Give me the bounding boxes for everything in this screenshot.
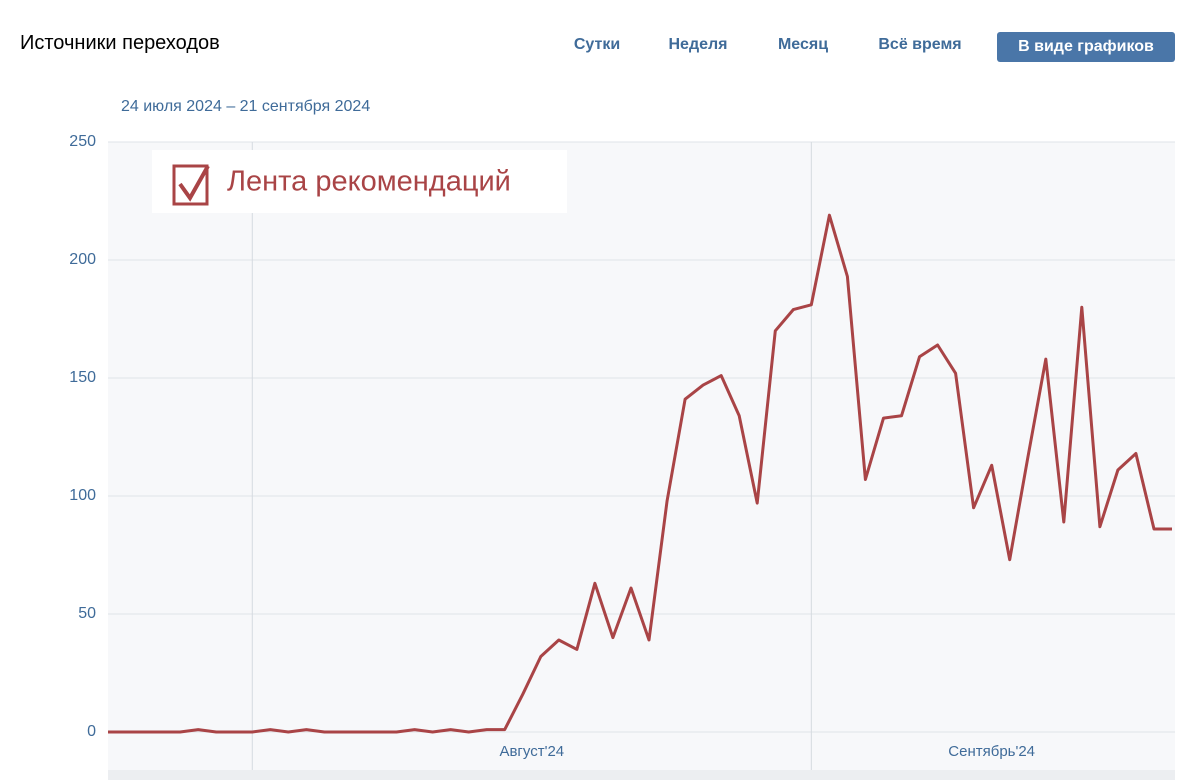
- legend-label: Лента рекомендаций: [227, 166, 511, 198]
- date-range: 24 июля 2024 – 21 сентября 2024: [121, 98, 371, 115]
- y-tick-label: 200: [69, 251, 96, 268]
- tab[interactable]: Месяц: [777, 36, 829, 53]
- tab[interactable]: Неделя: [668, 36, 728, 53]
- view-button[interactable]: В виде графиков: [997, 32, 1175, 62]
- data-line: [108, 213, 1172, 734]
- bottom-strip: [108, 770, 1175, 780]
- y-tick-label: 250: [69, 133, 96, 150]
- legend-check: [178, 165, 210, 202]
- legend: Лента рекомендаций: [152, 150, 567, 213]
- y-tick-label: 100: [69, 487, 96, 504]
- x-tick-label: Август'24: [499, 743, 564, 760]
- legend-box: [152, 150, 567, 213]
- tab[interactable]: Сутки: [573, 36, 621, 53]
- x-tick-label: Сентябрь'24: [948, 743, 1035, 760]
- tab[interactable]: Всё время: [878, 36, 962, 53]
- page-title: Источники переходов: [20, 32, 220, 54]
- y-tick-label: 50: [78, 605, 96, 622]
- y-tick-label: 0: [87, 723, 96, 740]
- legend-checkbox: [172, 164, 209, 206]
- plot-background: [108, 142, 1175, 770]
- y-tick-label: 150: [69, 369, 96, 386]
